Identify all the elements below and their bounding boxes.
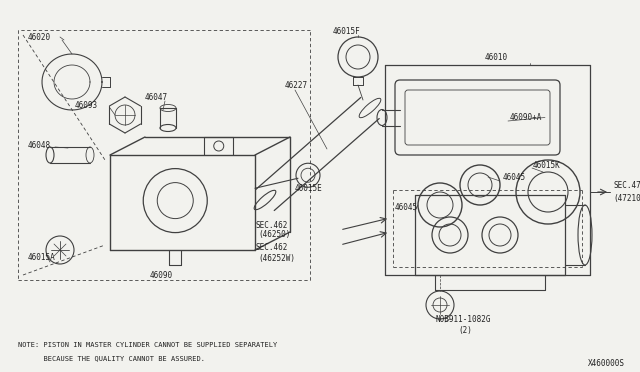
Text: (46250): (46250) (258, 231, 291, 240)
Text: 46015A: 46015A (28, 253, 56, 263)
Text: X460000S: X460000S (588, 359, 625, 368)
Text: (47210): (47210) (613, 193, 640, 202)
Text: 46048: 46048 (28, 141, 51, 150)
Text: 46015E: 46015E (295, 184, 323, 193)
Text: (46252W): (46252W) (258, 253, 295, 263)
Text: SEC.462: SEC.462 (255, 244, 287, 253)
Text: (2): (2) (458, 326, 472, 334)
Text: 46010: 46010 (485, 52, 508, 61)
Text: 46020: 46020 (28, 32, 51, 42)
Text: 46227: 46227 (285, 80, 308, 90)
Text: NOTE: PISTON IN MASTER CYLINDER CANNOT BE SUPPLIED SEPARATELY: NOTE: PISTON IN MASTER CYLINDER CANNOT B… (18, 342, 277, 348)
Text: SEC.462: SEC.462 (255, 221, 287, 230)
Text: 46093: 46093 (75, 100, 98, 109)
Text: N0B911-1082G: N0B911-1082G (435, 315, 490, 324)
Text: 46047: 46047 (145, 93, 168, 103)
Text: 46045: 46045 (503, 173, 526, 183)
Text: 46015K: 46015K (533, 160, 561, 170)
Text: SEC.470: SEC.470 (613, 180, 640, 189)
Text: BECAUSE THE QUALITY CANNOT BE ASSURED.: BECAUSE THE QUALITY CANNOT BE ASSURED. (18, 355, 205, 361)
Text: 46015F: 46015F (333, 28, 361, 36)
Text: 46045: 46045 (395, 203, 418, 212)
Text: 46090+A: 46090+A (510, 113, 542, 122)
Text: 46090: 46090 (150, 270, 173, 279)
